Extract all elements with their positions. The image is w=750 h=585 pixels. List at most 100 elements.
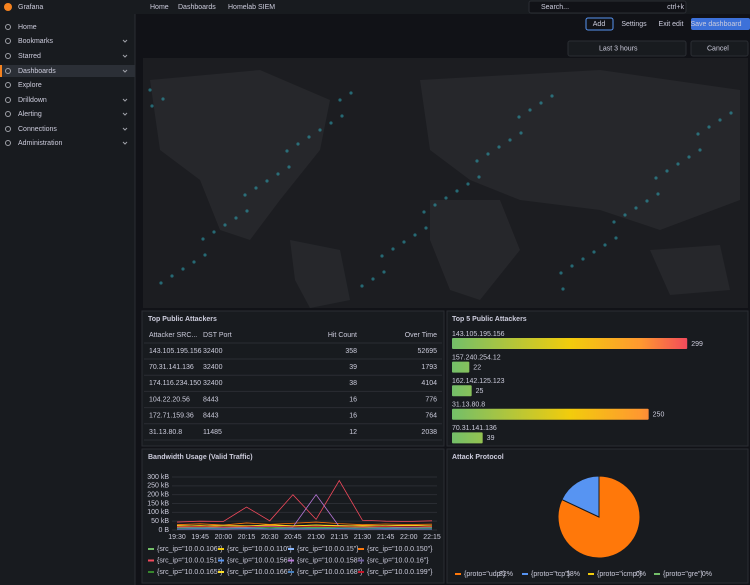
y-tick-label: 0 B	[158, 527, 169, 534]
series-line	[176, 521, 433, 526]
table-cell[interactable]: 174.116.234.150	[149, 380, 201, 387]
map-dot	[550, 94, 554, 98]
y-tick-label: 150 kB	[147, 500, 169, 507]
exit-edit-button[interactable]: Exit edit	[659, 21, 684, 28]
map-dot	[477, 175, 481, 179]
x-tick-label: 21:45	[377, 534, 395, 541]
x-tick-label: 20:30	[261, 534, 279, 541]
map-dot	[612, 220, 616, 224]
add-button[interactable]	[585, 17, 614, 31]
x-tick-label: 19:30	[168, 534, 186, 541]
map-dot	[296, 142, 300, 146]
save-button[interactable]	[691, 18, 750, 30]
time-range: Last 3 hours	[599, 45, 638, 52]
nav-item[interactable]: Alerting	[18, 111, 42, 118]
table-cell[interactable]: 172.71.159.36	[149, 413, 194, 420]
nav-item[interactable]: Starred	[18, 53, 41, 60]
map-dot	[192, 260, 196, 264]
legend-entry[interactable]: {src_ip="10.0.0.166"}	[227, 569, 293, 576]
time-picker[interactable]	[567, 40, 687, 57]
breadcrumb[interactable]: Dashboards	[178, 4, 216, 11]
map-dot	[570, 264, 574, 268]
nav-icon	[5, 38, 11, 44]
map-dot	[413, 233, 417, 237]
map-dot	[329, 121, 333, 125]
table-cell[interactable]: 31.13.80.8	[149, 429, 182, 436]
bar-label: 162.142.125.123	[452, 378, 505, 385]
nav-item[interactable]: Administration	[18, 140, 62, 147]
map-dot	[287, 165, 291, 169]
map-dot	[654, 176, 658, 180]
series-line	[176, 525, 433, 528]
legend-entry[interactable]: {src_ip="10.0.0.150"}	[367, 546, 433, 553]
nav-item[interactable]: Dashboards	[18, 68, 56, 75]
nav-icon	[5, 24, 11, 30]
map-dot	[623, 213, 627, 217]
nav-item[interactable]: Drilldown	[18, 97, 47, 104]
legend-entry[interactable]: {src_ip="10.0.0.158"}	[297, 557, 363, 564]
nav-icon	[5, 140, 11, 146]
table-cell: 358	[345, 348, 357, 355]
legend-entry[interactable]: {src_ip="10.0.0.15"}	[297, 546, 359, 553]
table-cell: 776	[425, 396, 437, 403]
map-dot	[508, 138, 512, 142]
table-cell: 32400	[203, 380, 223, 387]
legend-entry[interactable]: {src_ip="10.0.0.151"}	[157, 557, 223, 564]
settings-button[interactable]: Settings	[621, 21, 647, 28]
nav-item[interactable]: Explore	[18, 82, 42, 89]
map-dot	[581, 257, 585, 261]
legend-entry[interactable]: {src_ip="10.0.0.16"}	[367, 557, 429, 564]
sidebar	[0, 14, 135, 585]
map-dot	[223, 223, 227, 227]
legend-entry[interactable]: {src_ip="10.0.0.156"}	[227, 557, 293, 564]
legend-entry[interactable]: {proto="icmp"}	[597, 571, 642, 578]
map-dot	[402, 240, 406, 244]
legend-entry[interactable]: {src_ip="10.0.0.110"}	[227, 546, 293, 553]
nav-item[interactable]: Bookmarks	[18, 38, 54, 45]
legend-entry[interactable]: {proto="udp"}	[464, 571, 506, 578]
map-dot	[603, 243, 607, 247]
chevron	[122, 112, 128, 116]
column-header[interactable]: Hit Count	[328, 332, 357, 339]
breadcrumb: Homelab SIEM	[228, 4, 275, 11]
map-dot	[212, 230, 216, 234]
map-dot	[466, 182, 470, 186]
legend-value: 82%	[499, 571, 513, 578]
cancel-button[interactable]	[690, 40, 749, 57]
breadcrumb[interactable]: Home	[150, 4, 169, 11]
bar-label: 143.105.195.156	[452, 331, 505, 338]
map-dot	[380, 254, 384, 258]
legend-entry[interactable]: {proto="tcp"}	[531, 571, 571, 578]
table-cell: 764	[425, 413, 437, 420]
search-placeholder: Search...	[541, 4, 569, 11]
nav-icon	[5, 82, 11, 88]
nav-icon	[5, 53, 11, 59]
table-cell[interactable]: 143.105.195.156	[149, 348, 202, 355]
nav-item[interactable]: Connections	[18, 126, 57, 133]
legend-entry[interactable]: {src_ip="10.0.0.168"}	[297, 569, 363, 576]
legend-entry[interactable]: {src_ip="10.0.0.106"}	[157, 546, 223, 553]
land	[420, 70, 740, 230]
table-cell[interactable]: 70.31.141.136	[149, 364, 194, 371]
bar-label: 70.31.141.136	[452, 425, 497, 432]
map-dot	[203, 253, 207, 257]
nav-icon	[5, 97, 11, 103]
nav-item[interactable]: Home	[18, 24, 37, 31]
legend-entry[interactable]: {src_ip="10.0.0.165"}	[157, 569, 223, 576]
map-dot	[718, 118, 722, 122]
column-header[interactable]: DST Port	[203, 332, 232, 339]
table-cell[interactable]: 104.22.20.56	[149, 396, 190, 403]
search-box[interactable]	[528, 0, 687, 14]
panel-title: Bandwidth Usage (Valid Traffic)	[148, 454, 253, 461]
legend-entry[interactable]: {src_ip="10.0.0.199"}	[367, 569, 433, 576]
column-header[interactable]: Over Time	[405, 332, 437, 339]
map-dot	[181, 267, 185, 271]
y-tick-label: 250 kB	[147, 483, 169, 490]
column-header[interactable]: Attacker SRC...	[149, 332, 197, 339]
x-tick-label: 21:00	[307, 534, 325, 541]
x-tick-label: 22:00	[400, 534, 418, 541]
map-dot	[645, 199, 649, 203]
table-cell: 32400	[203, 364, 223, 371]
table-cell: 38	[349, 380, 357, 387]
legend-entry[interactable]: {proto="gre"}	[663, 571, 703, 578]
